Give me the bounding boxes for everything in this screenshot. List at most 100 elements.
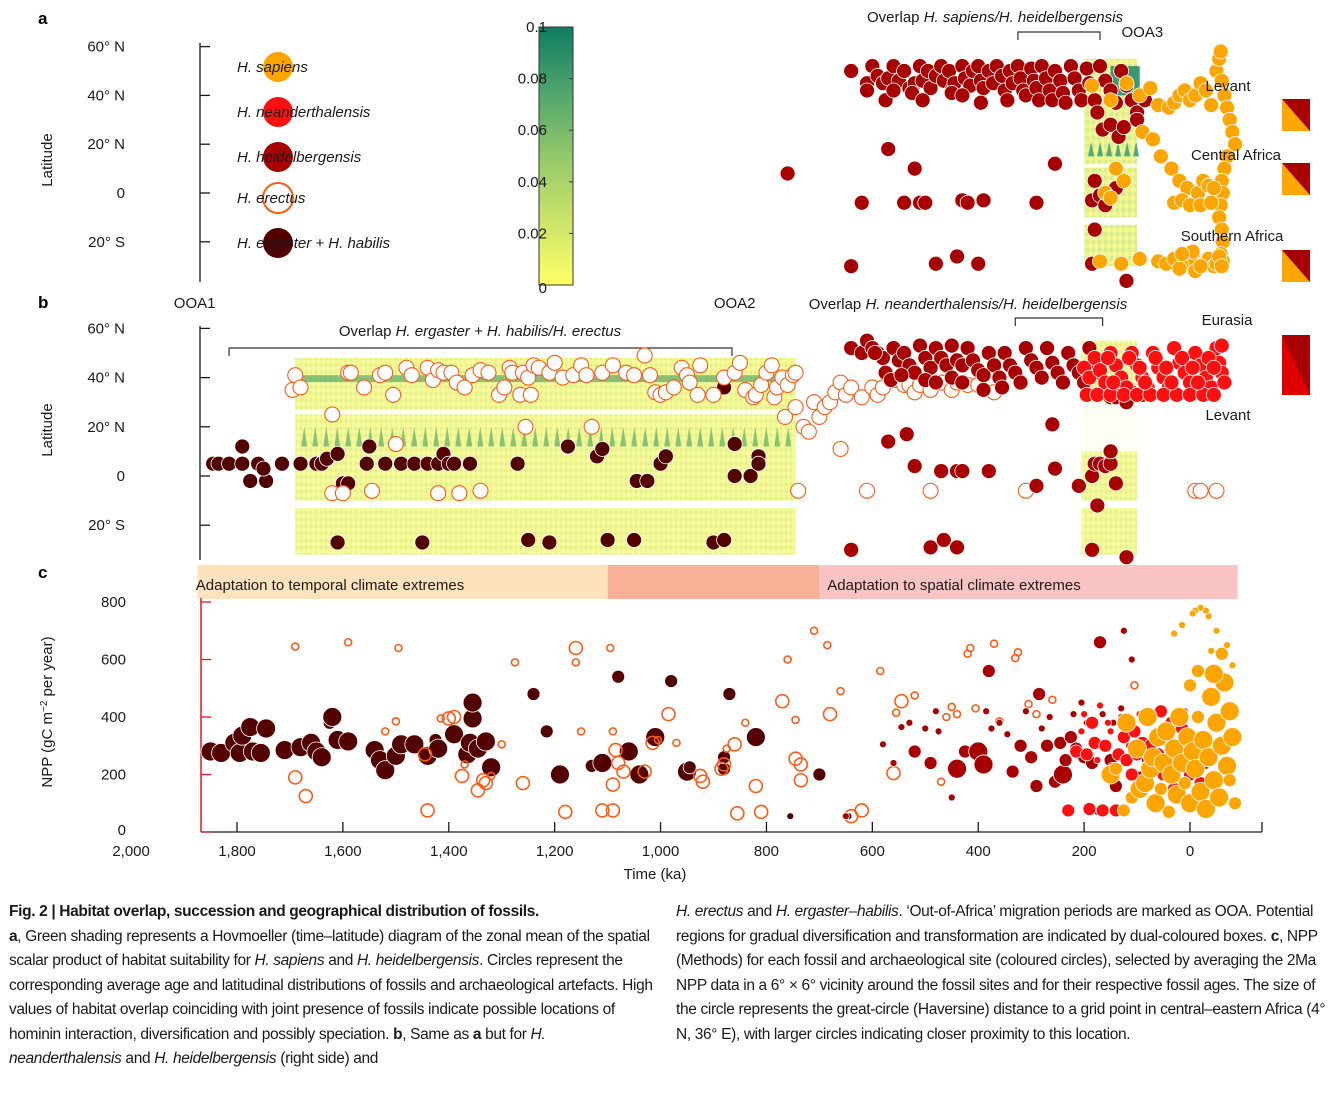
heatmap-peak <box>763 426 770 447</box>
npp-point-h-erectus <box>391 717 401 726</box>
npp-point-h-sapiens <box>1137 707 1158 727</box>
npp-point-h-neanderthalensis <box>1095 803 1110 818</box>
legend-marker-h-neanderthalensis <box>263 97 293 127</box>
npp-point-h-neanderthalensis <box>1106 727 1115 736</box>
npp-point-h-sapiens <box>1223 641 1231 650</box>
fossil-point-h-heidelbergensis <box>893 367 910 384</box>
y-tick-label: 600 <box>101 652 126 669</box>
figure-caption-body-left: a, Green shading represents a Hovmoeller… <box>9 928 653 1068</box>
heatmap-peak <box>631 426 638 447</box>
caption-segment: H. erectus <box>676 903 744 920</box>
heatmap-peak <box>1115 141 1122 157</box>
heatmap-peak <box>697 426 704 447</box>
fossil-point-h-heidelbergensis <box>917 194 934 211</box>
npp-point-h-heidelbergensis <box>1053 764 1073 785</box>
fossil-point-h-sapiens <box>1142 80 1159 96</box>
fossil-point-h-ergaster-h-habilis <box>414 534 431 551</box>
fossil-point-h-sapiens <box>1174 246 1190 262</box>
npp-point-h-erectus <box>1032 709 1041 719</box>
fossil-point-h-ergaster-h-habilis <box>657 448 674 465</box>
panel-a-y-axis-title: Latitude <box>39 133 56 186</box>
npp-point-h-heidelbergensis <box>923 756 938 770</box>
fossil-point-h-heidelbergensis <box>1086 221 1103 238</box>
fossil-point-h-neanderthalensis <box>1100 350 1116 366</box>
fossil-point-h-heidelbergensis <box>896 194 912 211</box>
x-tick-label: 1,400 <box>430 843 468 860</box>
heatmap-peak <box>477 426 484 447</box>
npp-point-h-erectus <box>470 783 486 798</box>
npp-point-h-erectus <box>653 735 663 745</box>
fossil-point-h-neanderthalensis <box>1147 350 1164 366</box>
fossil-point-h-sapiens <box>1197 82 1214 99</box>
region-label-central-africa: Central Africa <box>1191 147 1282 164</box>
fossil-point-h-ergaster-h-habilis <box>462 455 478 472</box>
fossil-point-h-sapiens <box>1113 255 1130 272</box>
npp-point-h-heidelbergensis <box>1021 707 1030 716</box>
npp-point-h-ergaster-h-habilis <box>338 731 359 752</box>
npp-point-h-heidelbergensis <box>1037 724 1046 733</box>
npp-point-h-heidelbergensis <box>1053 735 1068 750</box>
fossil-point-h-heidelbergensis <box>1070 477 1087 494</box>
npp-point-h-sapiens <box>1203 663 1224 684</box>
npp-point-h-heidelbergensis <box>1069 710 1078 719</box>
fossil-point-h-heidelbergensis <box>1033 369 1050 386</box>
caption-segment: H. heidelbergensis <box>356 952 480 969</box>
npp-point-h-heidelbergensis <box>897 723 906 731</box>
caption-segment: . ‘Out-of-Africa’ migration periods are … <box>676 903 1314 945</box>
fossil-point-h-erectus <box>356 379 373 396</box>
npp-point-h-neanderthalensis <box>1080 710 1089 719</box>
fossil-point-h-ergaster-h-habilis <box>446 455 462 472</box>
region-label-levant: Levant <box>1205 407 1251 424</box>
npp-point-h-erectus <box>637 764 652 779</box>
region-box-southern-africa <box>1282 250 1310 282</box>
npp-point-h-sapiens <box>1207 646 1216 655</box>
fossil-point-h-erectus <box>292 379 309 396</box>
y-tick-label: 0 <box>118 822 126 839</box>
y-tick-label: 20° S <box>88 517 125 534</box>
fossil-point-h-ergaster-h-habilis <box>377 455 394 472</box>
npp-point-h-erectus <box>454 768 470 784</box>
y-tick-label: 20° N <box>87 419 125 436</box>
caption-segment: H. heidelbergensis <box>154 1050 277 1067</box>
fossil-point-h-ergaster-h-habilis <box>639 473 656 489</box>
npp-point-h-heidelbergensis <box>1077 698 1086 707</box>
npp-point-h-erectus <box>486 771 496 781</box>
species-legend: H. sapiens H. neanderthalensis H. heidelbe… <box>237 52 390 258</box>
fossil-point-h-erectus <box>665 379 682 396</box>
x-tick-label: 1,200 <box>536 843 574 860</box>
npp-point-h-erectus <box>1048 695 1057 705</box>
region-box-triangle <box>1282 163 1310 195</box>
y-tick-label: 40° N <box>87 87 125 104</box>
npp-point-h-sapiens <box>1195 799 1216 819</box>
caption-segment: , Same as <box>402 1025 473 1043</box>
npp-point-h-erectus <box>894 693 909 709</box>
heatmap-peak <box>378 426 385 447</box>
npp-point-h-sapiens <box>1209 787 1230 808</box>
figure-caption-title: Fig. 2 | Habitat overlap, succession and… <box>9 903 539 920</box>
legend-label-h-erectus: H. erectus <box>237 190 306 207</box>
npp-point-h-erectus <box>875 666 885 676</box>
npp-point-h-erectus <box>380 727 390 736</box>
fossil-point-h-erectus <box>403 367 420 384</box>
fossil-point-h-erectus <box>763 357 780 374</box>
npp-point-h-ergaster-h-habilis <box>375 760 396 781</box>
fossil-point-h-heidelbergensis <box>1118 272 1135 289</box>
npp-point-h-neanderthalensis <box>1119 753 1134 768</box>
fossil-point-h-ergaster-h-habilis <box>393 455 410 472</box>
adaptation-band-label: Adaptation to spatial climate extremes <box>827 577 1080 594</box>
fossil-point-h-erectus <box>1208 482 1225 499</box>
legend-marker-h-erectus <box>262 182 294 214</box>
fossil-point-h-ergaster-h-habilis <box>358 455 375 472</box>
legend-label-h-ergaster-h-habilis: H. ergaster + H. habilis <box>237 235 390 252</box>
npp-point-h-erectus <box>608 727 618 736</box>
fossil-point-h-erectus <box>800 423 817 440</box>
fossil-point-h-erectus <box>496 379 513 396</box>
npp-point-h-heidelbergensis <box>1003 730 1012 739</box>
fossil-point-h-erectus <box>342 364 359 381</box>
region-box-triangle <box>1282 99 1310 131</box>
npp-point-h-sapiens <box>1156 721 1177 742</box>
heatmap-peak <box>334 426 341 447</box>
fossil-point-h-erectus <box>832 440 849 457</box>
npp-point-h-erectus <box>460 760 469 769</box>
fossil-point-h-neanderthalensis <box>1174 350 1190 366</box>
